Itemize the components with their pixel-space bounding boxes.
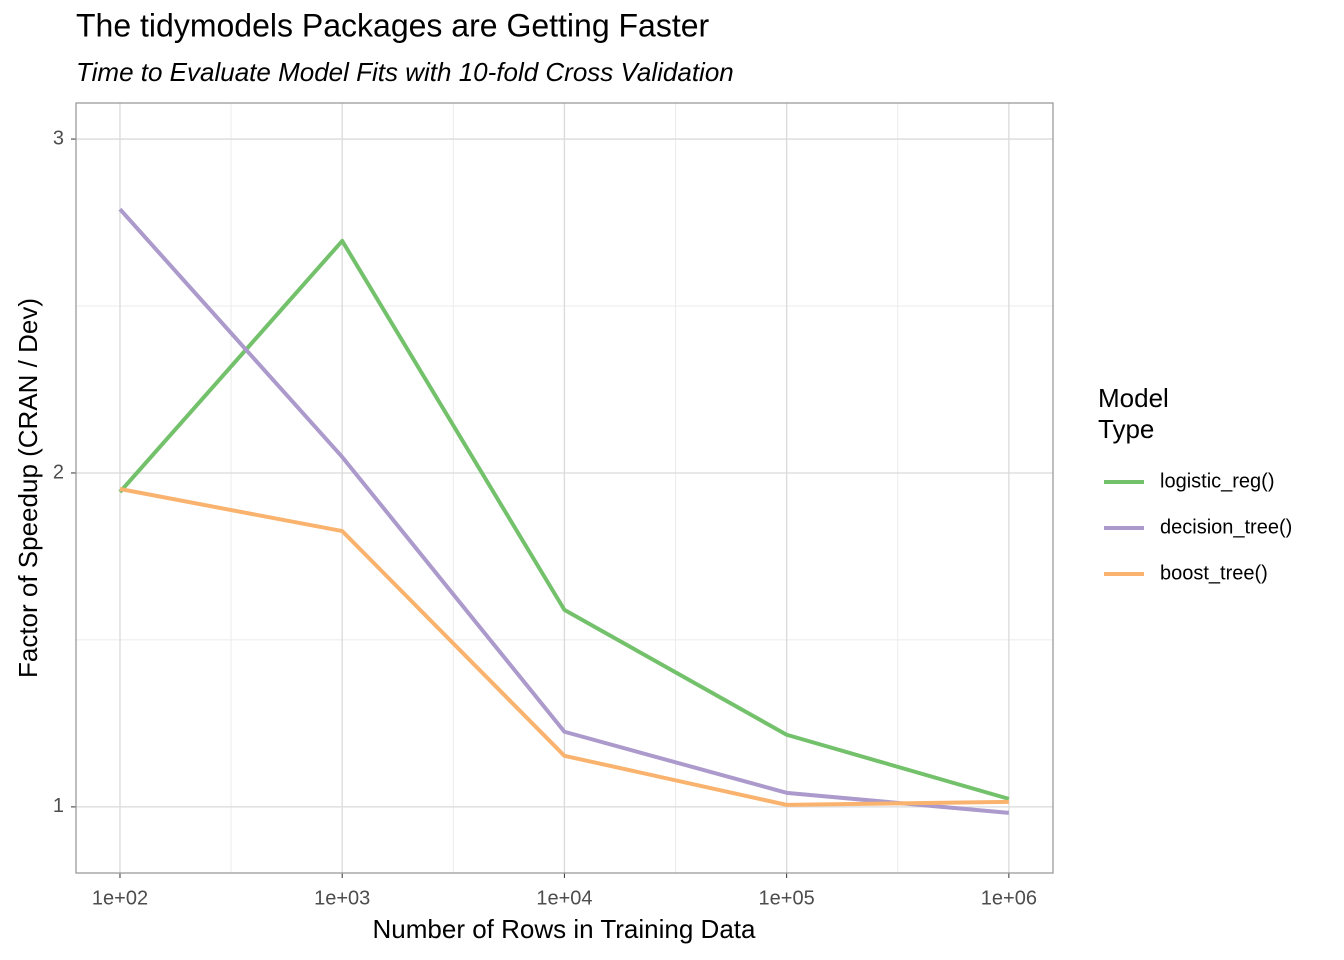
x-tick-label: 1e+06 [981,887,1037,909]
legend-label: boost_tree() [1160,562,1268,584]
x-axis-label: Number of Rows in Training Data [373,914,756,944]
series-line [119,487,1009,807]
x-tick-label: 1e+04 [536,887,592,909]
x-tick-label: 1e+02 [92,887,148,909]
y-tick-label: 1 [53,795,64,817]
series-line [118,238,1010,801]
plot-border [75,102,1054,874]
y-tick-label: 2 [53,461,64,483]
chart-subtitle: Time to Evaluate Model Fits with 10-fold… [76,57,734,87]
y-axis-label: Factor of Speedup (CRAN / Dev) [13,298,43,678]
legend-label: logistic_reg() [1160,470,1274,492]
legend-title: Model Type [1098,383,1169,444]
y-tick-label: 3 [53,127,64,149]
series-line [118,207,1010,815]
x-tick-label: 1e+05 [759,887,815,909]
legend-label: decision_tree() [1160,516,1292,538]
x-tick-label: 1e+03 [314,887,370,909]
chart-title: The tidymodels Packages are Getting Fast… [76,7,710,43]
